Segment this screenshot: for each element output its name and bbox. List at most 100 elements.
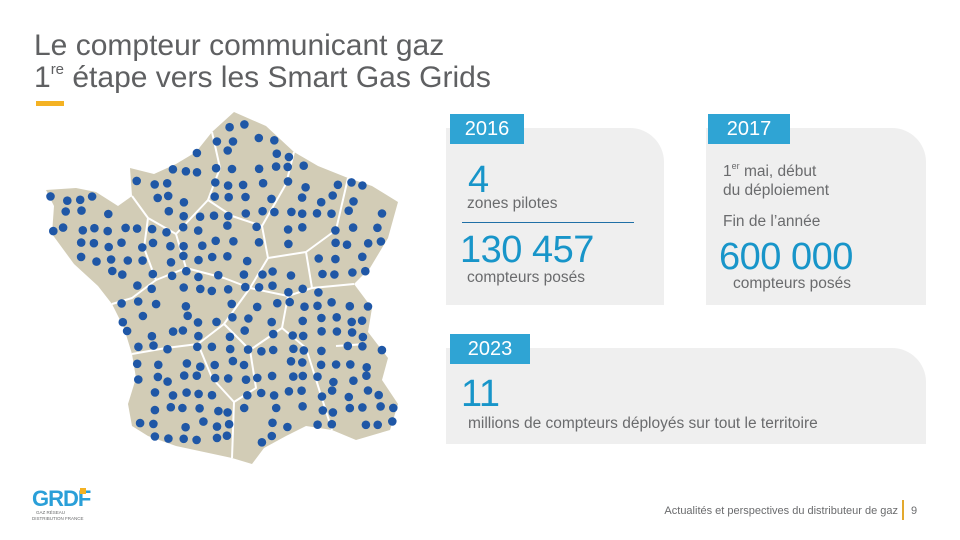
meter-dot <box>210 373 220 383</box>
meter-dot <box>284 287 293 297</box>
panel-2016-separator <box>462 222 634 223</box>
meter-dot <box>87 192 97 201</box>
meter-dot <box>358 342 367 351</box>
meter-dot <box>332 327 342 336</box>
meter-dot <box>284 387 294 396</box>
meter-dot <box>182 359 192 368</box>
meter-dot <box>239 270 249 279</box>
meter-dot <box>272 149 282 158</box>
meter-dot <box>377 209 387 218</box>
meter-dot <box>198 241 207 250</box>
meter-dot <box>317 392 327 401</box>
meter-dot <box>344 206 354 215</box>
meter-dot <box>346 360 355 369</box>
meter-dot <box>164 434 173 443</box>
meter-dot <box>199 417 208 426</box>
meter-dot <box>270 207 279 217</box>
meter-dot <box>117 238 126 247</box>
meter-dot <box>301 183 310 192</box>
meter-dot <box>349 376 358 386</box>
meter-dot <box>361 420 371 430</box>
meter-dot <box>223 285 233 294</box>
meter-dot <box>135 418 145 428</box>
meter-dot <box>362 363 372 372</box>
meter-dot <box>76 238 86 247</box>
meter-dot <box>241 282 250 292</box>
title-accent-bar <box>36 101 64 106</box>
meter-dot <box>61 207 70 216</box>
meter-dot <box>194 389 203 399</box>
meter-dot <box>178 222 188 232</box>
meter-dot <box>268 281 277 290</box>
meter-dot <box>225 332 235 342</box>
meter-dot <box>212 137 222 146</box>
meter-dot <box>269 391 279 400</box>
meter-dot <box>327 209 336 218</box>
meter-dot <box>268 267 277 276</box>
meter-dot <box>214 270 223 280</box>
meter-dot <box>253 373 262 383</box>
meter-dot <box>168 165 178 174</box>
meter-dot <box>344 392 354 402</box>
meter-dot <box>154 360 163 370</box>
meter-dot <box>317 327 326 336</box>
meter-dot <box>298 331 308 341</box>
meter-dot <box>256 388 266 398</box>
meter-dot <box>228 137 238 146</box>
meter-dot <box>148 269 158 279</box>
meters-2017-label: compteurs posés <box>733 275 852 292</box>
meter-dot <box>223 146 232 155</box>
meter-dot <box>299 161 309 170</box>
slide-title: Le compteur communicant gaz 1re étape ve… <box>34 30 594 94</box>
meter-dot <box>92 257 101 266</box>
meter-dot <box>331 360 341 369</box>
meter-dot <box>312 209 322 218</box>
meter-dot <box>179 251 188 261</box>
france-map <box>46 112 398 464</box>
meter-dot <box>63 196 72 205</box>
meter-dot <box>300 302 309 311</box>
meter-dot <box>46 192 55 201</box>
meter-dot <box>271 403 281 413</box>
meter-dot <box>192 168 202 177</box>
meter-dot <box>254 133 264 143</box>
meter-dot <box>258 270 267 279</box>
meter-dot <box>223 408 232 417</box>
meter-dot <box>267 371 277 381</box>
meter-dot <box>297 386 306 396</box>
meter-dot <box>313 420 322 430</box>
meter-dot <box>149 419 158 429</box>
meter-dot <box>297 209 307 218</box>
meter-dot <box>104 242 113 252</box>
meter-dot <box>267 431 277 441</box>
meter-dot <box>166 402 176 412</box>
meter-dot <box>327 386 337 395</box>
meter-dot <box>123 256 133 265</box>
year-badge-2023: 2023 <box>450 334 530 364</box>
meter-dot <box>193 226 203 235</box>
meter-dot <box>210 192 219 201</box>
meter-dot <box>222 431 232 441</box>
panel-2017 <box>706 128 926 305</box>
meter-dot <box>243 391 252 400</box>
meter-dot <box>328 191 338 200</box>
meter-dot <box>225 344 235 354</box>
meter-dot <box>192 148 202 158</box>
meter-dot <box>106 255 116 264</box>
meter-dot <box>317 346 326 356</box>
meter-dot <box>195 404 204 413</box>
meter-dot <box>179 371 189 380</box>
meter-dot <box>313 301 322 311</box>
meter-dot <box>361 266 370 276</box>
meter-dot <box>194 272 203 282</box>
meter-dot <box>179 434 188 444</box>
meter-dot <box>348 223 358 232</box>
meter-dot <box>211 178 220 187</box>
meter-dot <box>211 236 220 246</box>
meter-dot <box>314 254 324 263</box>
meter-dot <box>318 269 327 279</box>
meter-dot <box>283 422 292 432</box>
meter-dot <box>122 326 132 336</box>
meter-dot <box>223 221 232 230</box>
meter-dot <box>207 286 217 296</box>
